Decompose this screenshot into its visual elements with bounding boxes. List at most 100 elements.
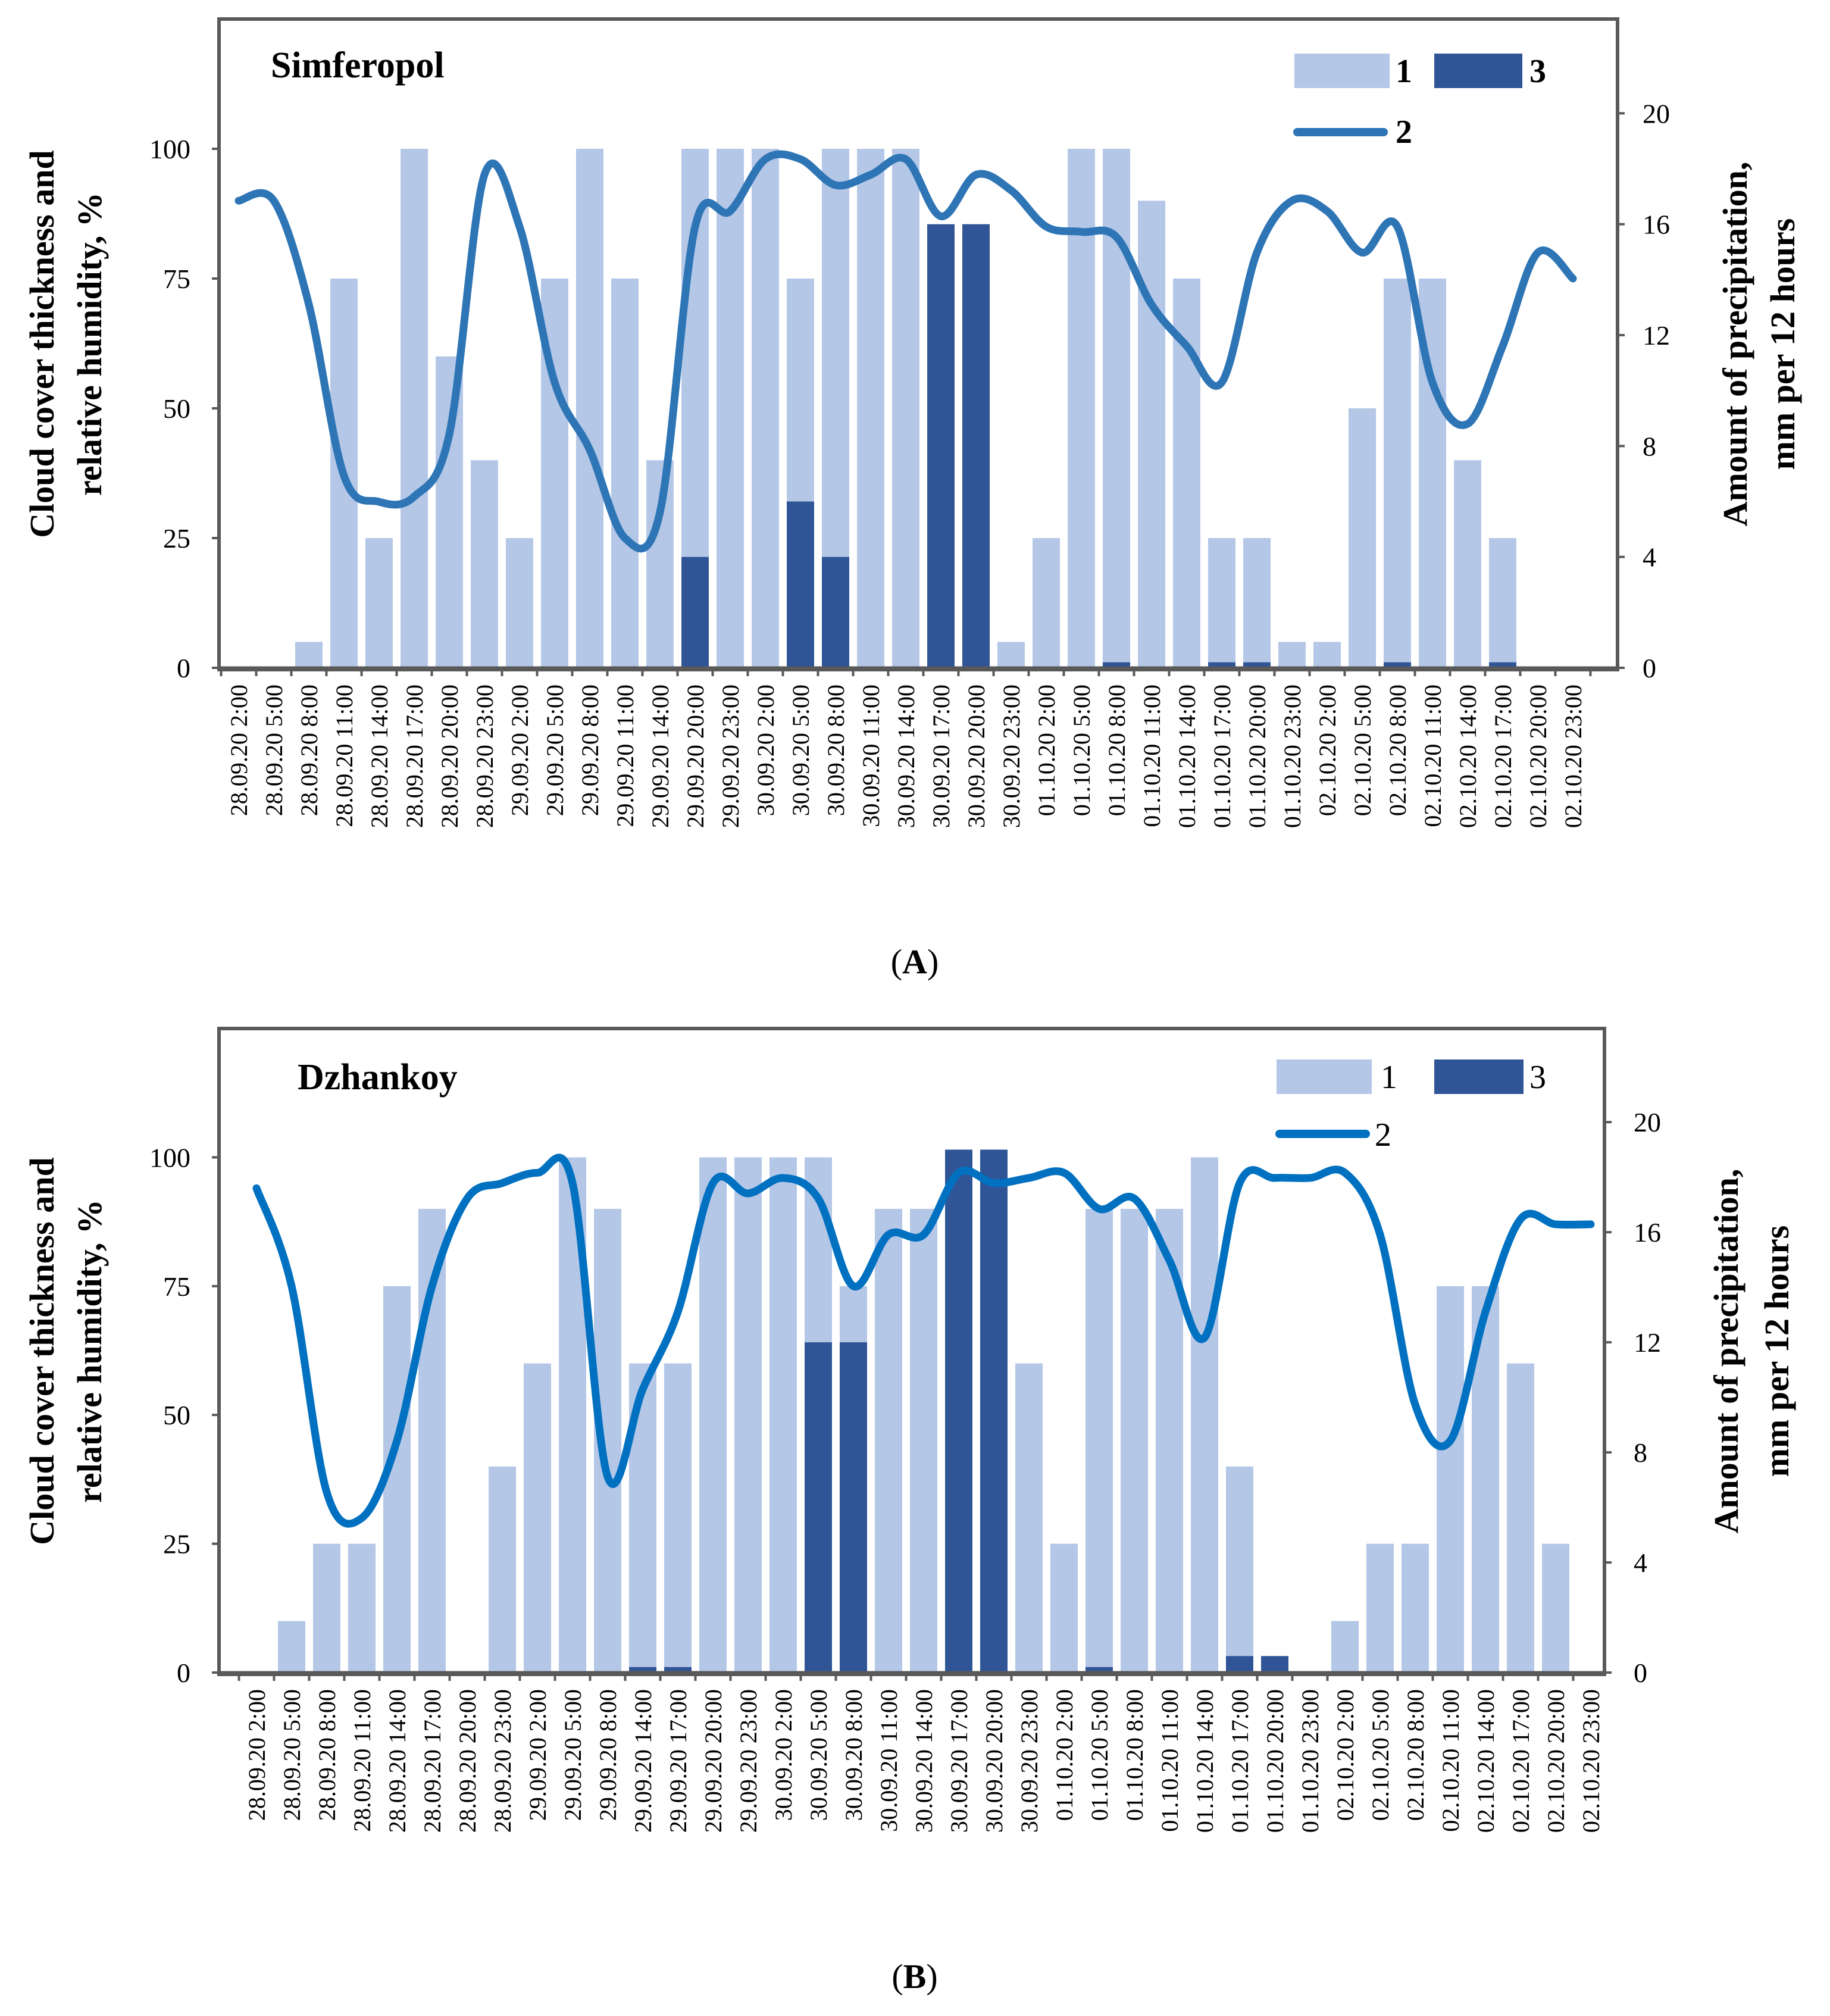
bar-cloud xyxy=(1313,642,1341,668)
x-tick-label: 02.10.20 23:00 xyxy=(1560,684,1587,828)
x-tick-label: 01.10.20 11:00 xyxy=(1138,684,1165,827)
x-tick-label: 29.09.20 2:00 xyxy=(524,1689,551,1821)
bar-cloud xyxy=(1015,1363,1043,1673)
bar-cloud xyxy=(1542,1543,1569,1673)
y-tick-label-left: 75 xyxy=(163,1271,190,1302)
bar-cloud xyxy=(1033,538,1060,668)
x-tick-label: 02.10.20 8:00 xyxy=(1384,684,1411,816)
x-tick-label: 02.10.20 8:00 xyxy=(1402,1689,1429,1821)
x-tick-label: 02.10.20 5:00 xyxy=(1367,1689,1394,1821)
bar-cloud xyxy=(769,1157,797,1673)
x-tick-label: 28.09.20 5:00 xyxy=(261,684,287,816)
x-tick-label: 28.09.20 11:00 xyxy=(331,684,358,827)
x-tick-label: 02.10.20 5:00 xyxy=(1349,684,1376,816)
x-tick-label: 29.09.20 5:00 xyxy=(542,684,568,816)
bar-cloud xyxy=(910,1208,937,1673)
x-tick-label: 29.09.20 23:00 xyxy=(717,684,744,828)
bar-precip xyxy=(787,501,814,668)
panel-caption-letter: A xyxy=(902,942,927,981)
x-tick-label: 02.10.20 17:00 xyxy=(1490,684,1516,828)
x-tick-label: 01.10.20 2:00 xyxy=(1033,684,1060,816)
bar-precip xyxy=(945,1149,972,1673)
x-tick-label: 02.10.20 11:00 xyxy=(1419,684,1446,827)
bar-cloud xyxy=(506,538,533,668)
x-tick-label: 01.10.20 23:00 xyxy=(1279,684,1306,828)
line-humidity xyxy=(252,1154,1595,1528)
legend-label-precip: 3 xyxy=(1529,1059,1546,1096)
bar-precip xyxy=(1103,662,1130,668)
legend-swatch-cloud xyxy=(1294,54,1390,88)
bar-cloud xyxy=(278,1621,305,1673)
bar-cloud xyxy=(1208,538,1235,668)
bar-cloud xyxy=(875,1208,902,1673)
bar-cloud xyxy=(295,642,323,668)
x-tick-label: 30.09.20 17:00 xyxy=(928,684,955,828)
x-tick-label: 29.09.20 20:00 xyxy=(682,684,709,828)
bar-cloud xyxy=(1191,1157,1218,1673)
x-tick-label: 28.09.20 20:00 xyxy=(454,1689,481,1833)
x-tick-label: 30.09.20 14:00 xyxy=(911,1689,937,1833)
bar-cloud xyxy=(1489,538,1516,668)
x-tick-label: 01.10.20 11:00 xyxy=(1156,1689,1183,1832)
y-tick-label-right: 8 xyxy=(1634,1437,1647,1468)
bar-precip xyxy=(1489,662,1516,668)
x-tick-label: 30.09.20 2:00 xyxy=(752,684,779,816)
bar-cloud xyxy=(401,149,428,668)
y-tick-label-right: 4 xyxy=(1643,542,1656,573)
x-tick-label: 30.09.20 23:00 xyxy=(1016,1689,1043,1833)
x-tick-label: 02.10.20 20:00 xyxy=(1543,1689,1569,1833)
bar-cloud xyxy=(1331,1621,1359,1673)
bar-cloud xyxy=(1437,1286,1464,1673)
y-tick-label-left: 25 xyxy=(163,1529,190,1559)
bar-cloud xyxy=(1086,1208,1113,1673)
x-tick-label: 30.09.20 11:00 xyxy=(875,1689,902,1832)
bar-cloud xyxy=(1507,1363,1534,1673)
bar-precip xyxy=(840,1342,867,1673)
x-tick-label: 29.09.20 8:00 xyxy=(595,1689,621,1821)
x-tick-label: 01.10.20 8:00 xyxy=(1103,684,1130,816)
y-tick-label-right: 16 xyxy=(1634,1217,1661,1248)
panel-caption-letter: B xyxy=(903,1957,927,1996)
bar-precip xyxy=(927,224,955,668)
bar-cloud xyxy=(1243,538,1271,668)
bar-cloud xyxy=(524,1363,551,1673)
bar-cloud xyxy=(489,1466,516,1673)
x-tick-label: 30.09.20 11:00 xyxy=(858,684,884,827)
bar-cloud xyxy=(857,149,884,668)
x-tick-label: 30.09.20 2:00 xyxy=(770,1689,797,1821)
x-tick-label: 29.09.20 5:00 xyxy=(559,1689,586,1821)
x-tick-label: 30.09.20 14:00 xyxy=(893,684,919,828)
bar-cloud xyxy=(1138,201,1165,668)
bar-cloud xyxy=(734,1157,762,1673)
x-tick-label: 01.10.20 14:00 xyxy=(1174,684,1200,828)
y-tick-label-right: 0 xyxy=(1634,1658,1647,1688)
y-tick-label-right: 8 xyxy=(1643,431,1656,461)
x-tick-label: 30.09.20 20:00 xyxy=(981,1689,1008,1833)
x-tick-label: 29.09.20 20:00 xyxy=(700,1689,727,1833)
bar-precip xyxy=(805,1342,832,1673)
panel-caption: (B) xyxy=(891,1957,937,1996)
x-tick-label: 01.10.20 20:00 xyxy=(1244,684,1271,828)
x-tick-label: 30.09.20 8:00 xyxy=(840,1689,867,1821)
y-tick-label-right: 20 xyxy=(1634,1107,1661,1137)
x-tick-label: 30.09.20 23:00 xyxy=(998,684,1025,828)
bar-cloud xyxy=(752,149,779,668)
x-tick-label: 01.10.20 23:00 xyxy=(1297,1689,1324,1833)
y-axis-left-label-line1: Cloud cover thickness and xyxy=(23,1157,61,1545)
x-tick-label: 02.10.20 2:00 xyxy=(1314,684,1341,816)
y-tick-label-right: 16 xyxy=(1643,210,1670,240)
y-tick-label-left: 50 xyxy=(163,393,190,424)
y-tick-label-left: 100 xyxy=(149,134,190,164)
chart-panel-dzhankoy: Dzhankoy 1 3 2 Cloud cover thickness and… xyxy=(23,1027,1796,1996)
bar-precip xyxy=(1226,1656,1253,1673)
x-tick-label: 29.09.20 23:00 xyxy=(735,1689,762,1833)
line-humidity xyxy=(234,150,1577,553)
x-tick-label: 02.10.20 23:00 xyxy=(1578,1689,1604,1833)
bar-cloud xyxy=(664,1363,692,1673)
bar-cloud xyxy=(313,1543,340,1673)
bar-cloud xyxy=(436,356,463,668)
x-tick-label: 29.09.20 14:00 xyxy=(630,1689,656,1833)
y-axis-right-label-line1: Amount of precipitation, xyxy=(1716,162,1754,527)
bar-cloud xyxy=(1349,408,1376,668)
